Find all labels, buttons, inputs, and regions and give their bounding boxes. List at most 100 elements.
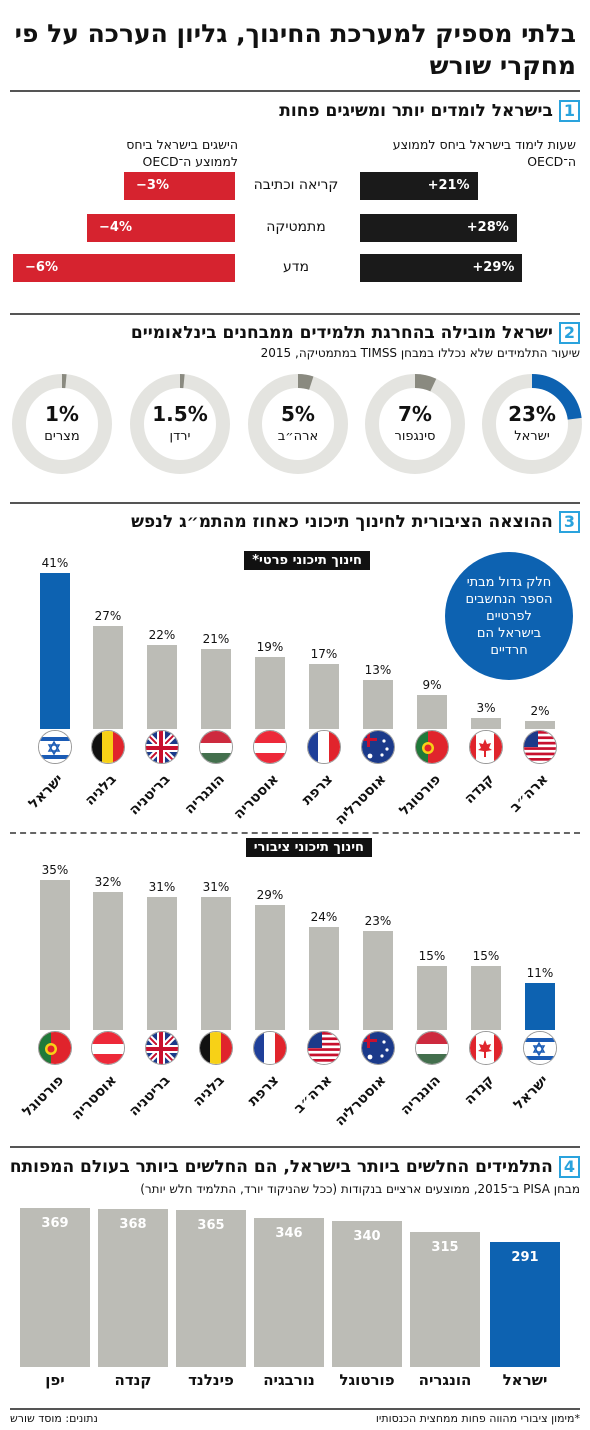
country-label: הונגריה <box>418 1371 472 1389</box>
country-bar <box>525 721 555 729</box>
bar-value-label: 17% <box>310 647 338 662</box>
country-label: בלגיה <box>82 771 120 809</box>
score-value-label: 315 <box>431 1239 459 1255</box>
score-bar <box>254 1218 324 1367</box>
uk-flag-icon <box>145 1031 179 1065</box>
france-flag-icon <box>307 730 341 764</box>
achievement-value-label: −3% <box>136 178 169 193</box>
country-label: צרפת <box>244 1072 282 1110</box>
country-bar <box>417 694 447 729</box>
country-bar <box>417 965 447 1030</box>
country-bar <box>525 982 555 1030</box>
ring-slice <box>365 374 465 474</box>
section-4-subtitle: מבחן PISA ב־2015, ממוצעים ארציים בנקודות… <box>140 1182 580 1196</box>
hours-value-label: +28% <box>466 220 509 235</box>
portugal-flag-icon <box>38 1031 72 1065</box>
ring-slice <box>130 374 230 474</box>
footnote: *מימון ציבורי מהווה פחות ממחצית הכנסותיו <box>375 1412 580 1425</box>
achievement-value-label: −4% <box>99 220 132 235</box>
bar-value-label: 29% <box>256 888 284 903</box>
score-value-label: 368 <box>119 1216 147 1232</box>
bar-value-label: 21% <box>202 632 230 647</box>
portugal-flag-icon <box>415 730 449 764</box>
bar-value-label: 32% <box>94 875 122 890</box>
section-1-title: 1בישראל לומדים יותר ומשיגים פחות <box>279 100 580 122</box>
exclusion-ring <box>482 374 582 474</box>
country-bar <box>309 664 339 729</box>
exclusion-ring <box>130 374 230 474</box>
achievement-bar: −4% <box>87 214 235 242</box>
section-2-subtitle: שיעור התלמידים שלא נכללו במבחן TIMSS במת… <box>260 346 580 360</box>
bar-value-label: 11% <box>526 965 554 980</box>
ring-svg <box>248 374 348 474</box>
score-value-label: 346 <box>275 1226 303 1242</box>
ring-country-label: ארה״ב <box>277 429 319 444</box>
hours-value-label: +21% <box>427 178 470 193</box>
bar-value-label: 23% <box>364 914 392 929</box>
score-bar <box>332 1220 402 1367</box>
country-bar <box>201 896 231 1030</box>
achievement-value-label: −6% <box>25 260 58 275</box>
score-value-label: 340 <box>353 1228 381 1244</box>
country-label: הונגריה <box>397 1072 444 1119</box>
country-label: ארה״ב <box>507 771 552 816</box>
australia-flag-icon <box>361 1031 395 1065</box>
ring-svg <box>12 374 112 474</box>
bar-value-label: 24% <box>310 909 338 924</box>
country-bar <box>40 879 70 1030</box>
country-label: פורטוגל <box>18 1072 67 1121</box>
bar-value-label: 13% <box>364 662 392 677</box>
hours-bar: +29% <box>360 254 523 282</box>
hours-bar: +21% <box>360 172 478 200</box>
section-2-title-text: ישראל מובילה בהחרגת תלמידים ממבחנים בינל… <box>130 323 553 343</box>
bar-value-label: 3% <box>476 700 496 715</box>
israel-flag-icon <box>38 730 72 764</box>
section-4-number: 4 <box>558 1156 580 1178</box>
hungary-flag-icon <box>415 1031 449 1065</box>
achievement-bar: −3% <box>124 172 235 200</box>
uk-flag-icon <box>145 730 179 764</box>
country-label: פורטוגל <box>395 771 444 820</box>
ring-slice <box>248 374 348 474</box>
ring-slice <box>482 374 582 474</box>
ring-svg <box>130 374 230 474</box>
country-label: אוסטרליה <box>332 1072 390 1130</box>
exclusion-ring <box>248 374 348 474</box>
private-tag: חינוך תיכוני פרטי* <box>244 551 370 570</box>
country-bar <box>40 573 70 729</box>
category-label: מדע <box>283 259 309 275</box>
usa-flag-icon <box>307 1031 341 1065</box>
country-bar <box>363 931 393 1030</box>
bar-value-label: 41% <box>41 556 69 571</box>
country-label: פורטוגל <box>339 1371 395 1389</box>
score-value-label: 369 <box>41 1216 69 1232</box>
country-label: קנדה <box>461 1072 498 1109</box>
section-2-title: 2ישראל מובילה בהחרגת תלמידים ממבחנים בינ… <box>131 322 580 344</box>
country-label: בריטניה <box>126 1072 174 1120</box>
country-label: קנדה <box>114 1371 152 1389</box>
canada-flag-icon <box>469 730 503 764</box>
section-divider <box>10 313 580 315</box>
country-bar <box>93 892 123 1030</box>
country-label: צרפת <box>298 771 336 809</box>
section-4-title-text: התלמידים החלשים ביותר בישראל, הם החלשים … <box>9 1157 553 1177</box>
score-bar <box>410 1231 480 1367</box>
country-bar <box>255 656 285 729</box>
country-bar <box>147 896 177 1030</box>
section-3-number: 3 <box>558 511 580 533</box>
australia-flag-icon <box>361 730 395 764</box>
bar-value-label: 31% <box>148 879 176 894</box>
country-label: ישראל <box>502 1371 548 1389</box>
country-label: הונגריה <box>181 771 228 818</box>
source: נתונים: מוסד שורש <box>10 1412 98 1425</box>
section-1-number: 1 <box>558 100 580 122</box>
score-bar <box>490 1241 560 1367</box>
score-bar <box>20 1208 90 1367</box>
ring-value-label: 7% <box>398 402 432 426</box>
ring-value-label: 23% <box>508 402 556 426</box>
ring-country-label: ירדן <box>169 429 191 444</box>
france-flag-icon <box>253 1031 287 1065</box>
country-label: בריטניה <box>126 771 174 819</box>
country-label: פינלנד <box>188 1371 234 1389</box>
hungary-flag-icon <box>199 730 233 764</box>
